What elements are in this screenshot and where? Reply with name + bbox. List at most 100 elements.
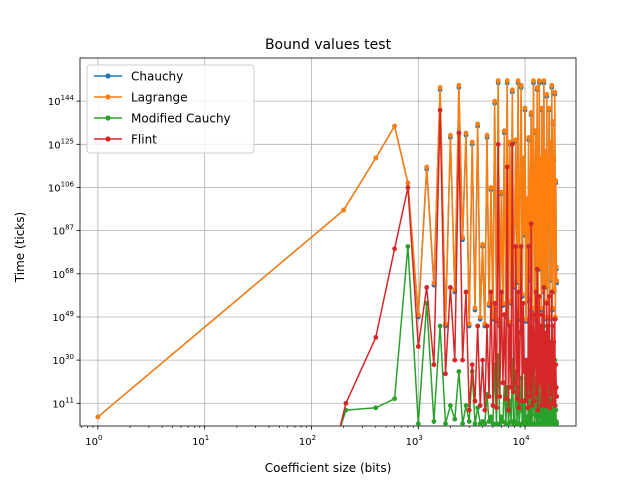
data-point-flint xyxy=(499,289,504,295)
series-lagrange xyxy=(95,78,560,420)
data-point-lagrange xyxy=(542,148,548,154)
data-point-lagrange xyxy=(552,89,558,95)
data-point-flint xyxy=(431,362,437,368)
y-tick-label: 1068 xyxy=(52,267,74,281)
data-point-modified-cauchy xyxy=(443,421,448,426)
data-point-lagrange xyxy=(509,87,515,93)
data-point-flint xyxy=(525,405,531,411)
data-point-flint xyxy=(520,300,526,306)
legend-item-chauchy: Chauchy xyxy=(94,70,183,84)
data-point-flint xyxy=(424,285,430,290)
data-point-flint xyxy=(392,246,397,252)
legend-item-lagrange: Lagrange xyxy=(94,91,188,105)
data-point-lagrange xyxy=(488,185,494,190)
data-point-modified-cauchy xyxy=(524,414,530,420)
y-tick-label: 10144 xyxy=(48,94,75,108)
data-point-modified-cauchy xyxy=(486,419,492,424)
data-point-flint xyxy=(531,312,536,318)
data-point-flint xyxy=(543,375,549,381)
data-point-flint xyxy=(553,362,559,368)
data-point-modified-cauchy xyxy=(431,419,437,424)
series-flint xyxy=(339,107,560,426)
data-point-lagrange xyxy=(522,105,528,111)
tick-marks xyxy=(76,100,526,430)
data-point-modified-cauchy xyxy=(466,419,472,424)
legend: Chauchy Lagrange Modified Cauchy Flint xyxy=(86,64,255,154)
data-point-flint xyxy=(472,398,478,404)
data-point-modified-cauchy xyxy=(482,421,488,426)
data-point-flint xyxy=(373,335,379,340)
data-point-modified-cauchy xyxy=(548,414,554,420)
data-point-flint xyxy=(513,244,519,249)
data-point-lagrange xyxy=(534,85,540,90)
series-layer xyxy=(95,78,560,426)
data-point-flint xyxy=(521,369,527,374)
data-point-lagrange xyxy=(415,312,421,318)
data-point-flint xyxy=(463,289,469,295)
x-tick-label: 101 xyxy=(192,434,209,448)
data-point-lagrange xyxy=(466,321,472,327)
data-point-lagrange xyxy=(405,180,411,186)
data-point-flint xyxy=(554,394,560,399)
data-point-flint xyxy=(516,405,522,411)
data-point-lagrange xyxy=(424,164,430,170)
data-point-modified-cauchy xyxy=(472,421,478,426)
data-point-lagrange xyxy=(472,305,478,311)
data-point-flint xyxy=(507,323,513,329)
data-point-flint xyxy=(500,380,506,386)
data-point-lagrange xyxy=(521,230,527,236)
data-point-flint xyxy=(541,285,547,290)
legend-swatch-marker xyxy=(105,73,111,79)
data-point-lagrange xyxy=(536,228,541,234)
data-point-modified-cauchy xyxy=(437,323,443,329)
data-point-lagrange xyxy=(392,123,397,129)
data-point-flint xyxy=(343,400,349,406)
data-point-flint xyxy=(553,385,559,390)
data-point-lagrange xyxy=(528,110,534,115)
data-point-modified-cauchy xyxy=(373,405,379,411)
data-point-flint xyxy=(475,323,481,329)
data-point-flint xyxy=(488,289,494,295)
data-point-flint xyxy=(552,316,558,322)
data-point-flint xyxy=(551,339,557,345)
x-tick-label: 100 xyxy=(85,434,102,448)
data-point-flint xyxy=(533,289,539,295)
data-point-lagrange xyxy=(484,132,490,138)
data-point-lagrange xyxy=(517,173,523,179)
data-point-flint xyxy=(490,403,496,408)
legend-label: Flint xyxy=(131,133,157,147)
data-point-modified-cauchy xyxy=(415,421,421,426)
data-point-modified-cauchy xyxy=(554,421,560,426)
data-point-flint xyxy=(539,312,545,318)
data-point-lagrange xyxy=(480,241,485,247)
data-point-modified-cauchy xyxy=(452,416,458,422)
data-point-lagrange xyxy=(553,264,559,270)
data-point-flint xyxy=(469,362,475,368)
data-point-flint xyxy=(405,185,411,190)
legend-swatch-marker xyxy=(105,94,111,100)
data-point-flint xyxy=(548,391,554,397)
data-point-lagrange xyxy=(501,128,507,134)
data-point-modified-cauchy xyxy=(460,421,465,426)
data-point-lagrange xyxy=(545,157,551,163)
x-tick-label: 103 xyxy=(406,434,423,448)
y-tick-label: 1030 xyxy=(52,353,74,367)
data-point-flint xyxy=(546,380,551,386)
data-point-flint xyxy=(509,141,515,147)
data-point-lagrange xyxy=(341,207,346,213)
data-point-flint xyxy=(536,369,541,374)
data-point-lagrange xyxy=(499,189,504,195)
data-point-flint xyxy=(492,300,498,306)
series-line-lagrange xyxy=(97,79,558,418)
data-point-lagrange xyxy=(536,78,542,84)
data-point-flint xyxy=(452,357,458,363)
data-point-flint xyxy=(460,357,465,363)
legend-label: Chauchy xyxy=(131,70,183,84)
data-point-flint xyxy=(482,407,488,413)
y-tick-label: 1087 xyxy=(52,224,74,238)
data-point-flint xyxy=(529,403,535,408)
data-point-lagrange xyxy=(541,78,547,84)
data-point-flint xyxy=(497,394,503,399)
data-point-lagrange xyxy=(512,219,518,225)
